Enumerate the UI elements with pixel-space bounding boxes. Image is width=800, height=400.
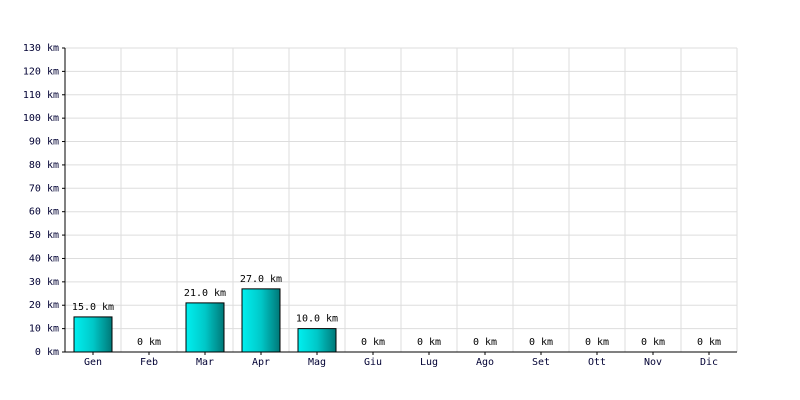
y-tick-label: 110 km	[23, 90, 59, 101]
y-tick-label: 20 km	[29, 300, 59, 311]
y-tick-label: 0 km	[35, 347, 59, 358]
y-tick-label: 120 km	[23, 66, 59, 77]
x-tick-label: Ago	[476, 357, 494, 368]
value-label: 10.0 km	[296, 314, 338, 325]
y-tick-label: 30 km	[29, 277, 59, 288]
value-label: 0 km	[641, 337, 665, 348]
x-tick-label: Mag	[308, 357, 326, 368]
x-tick-label: Set	[532, 357, 550, 368]
y-tick-label: 40 km	[29, 253, 59, 264]
bar	[73, 316, 113, 353]
y-tick-label: 90 km	[29, 137, 59, 148]
value-label: 0 km	[529, 337, 553, 348]
value-label: 27.0 km	[240, 274, 282, 285]
y-tick-label: 80 km	[29, 160, 59, 171]
x-tick-label: Apr	[252, 357, 270, 368]
x-tick-label: Nov	[644, 357, 662, 368]
value-label: 21.0 km	[184, 288, 226, 299]
value-label: 0 km	[473, 337, 497, 348]
value-label: 0 km	[137, 337, 161, 348]
x-tick-label: Feb	[140, 357, 158, 368]
x-tick-label: Lug	[420, 357, 438, 368]
y-tick-label: 10 km	[29, 324, 59, 335]
value-label: 15.0 km	[72, 302, 114, 313]
y-tick-label: 130 km	[23, 43, 59, 54]
bar	[185, 302, 225, 353]
y-tick-label: 70 km	[29, 183, 59, 194]
x-tick-label: Dic	[700, 357, 718, 368]
x-tick-label: Giu	[364, 357, 382, 368]
value-label: 0 km	[697, 337, 721, 348]
value-label: 0 km	[585, 337, 609, 348]
y-tick-label: 60 km	[29, 207, 59, 218]
bar	[241, 288, 281, 353]
x-tick-label: Ott	[588, 357, 606, 368]
value-label: 0 km	[361, 337, 385, 348]
x-tick-label: Gen	[84, 357, 102, 368]
bar	[297, 328, 337, 353]
x-tick-label: Mar	[196, 357, 214, 368]
value-label: 0 km	[417, 337, 441, 348]
y-tick-label: 50 km	[29, 230, 59, 241]
y-tick-label: 100 km	[23, 113, 59, 124]
